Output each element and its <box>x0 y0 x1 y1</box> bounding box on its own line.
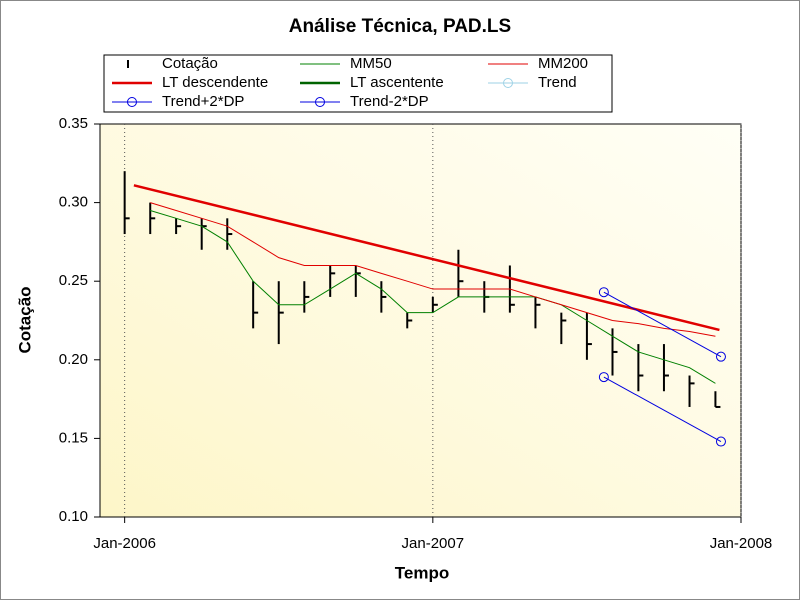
series-line <box>603 376 722 442</box>
legend-label: Trend-2*DP <box>350 93 429 110</box>
legend-label: Trend <box>538 74 577 91</box>
legend-label: LT descendente <box>162 74 268 91</box>
legend-symbol <box>127 97 137 107</box>
series-line <box>133 184 720 332</box>
x-tick-label: Jan-2007 <box>402 535 465 552</box>
series-marker <box>598 287 609 298</box>
y-tick-label: 0.30 <box>59 194 88 211</box>
series-marker <box>598 372 609 383</box>
series-marker <box>715 436 726 447</box>
legend-label: MM50 <box>350 55 392 72</box>
series-line <box>150 202 716 337</box>
legend-label: Cotação <box>162 55 218 72</box>
series-marker <box>715 351 726 362</box>
series-line <box>603 291 722 358</box>
legend-label: MM200 <box>538 55 588 72</box>
x-tick-label: Jan-2006 <box>93 535 156 552</box>
plot-area <box>99 123 742 518</box>
chart-title: Análise Técnica, PAD.LS <box>289 16 511 37</box>
legend-symbol <box>503 78 513 88</box>
y-tick-label: 0.10 <box>59 508 88 525</box>
y-tick-label: 0.20 <box>59 351 88 368</box>
series-line <box>150 209 716 384</box>
y-tick-label: 0.35 <box>59 115 88 132</box>
legend-label: Trend+2*DP <box>162 93 244 110</box>
y-tick-label: 0.15 <box>59 429 88 446</box>
y-axis-title: Cotação <box>15 286 34 353</box>
legend-label: LT ascentente <box>350 74 444 91</box>
x-tick-label: Jan-2008 <box>710 535 773 552</box>
y-tick-label: 0.25 <box>59 272 88 289</box>
legend-symbol <box>315 97 325 107</box>
x-axis-title: Tempo <box>395 563 449 582</box>
